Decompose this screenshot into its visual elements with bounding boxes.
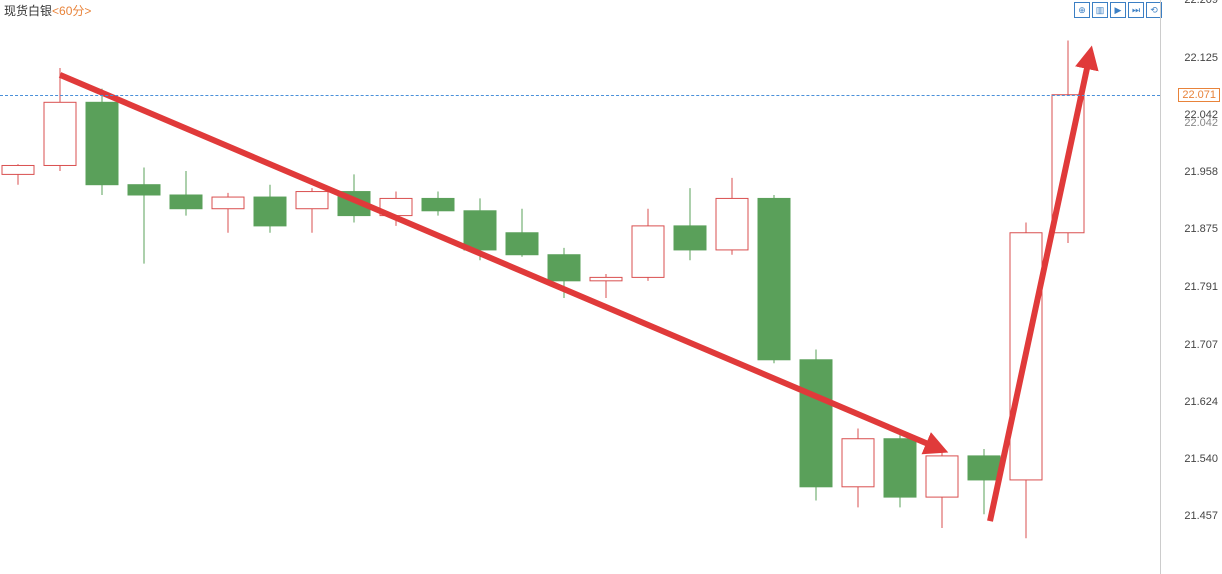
y-tick-label: 21.958 [1184, 166, 1218, 178]
y-tick-label: 21.875 [1184, 223, 1218, 235]
current-price-sub: 22.042 [1184, 117, 1218, 129]
y-tick-label: 21.624 [1184, 396, 1218, 408]
y-tick-label: 21.791 [1184, 281, 1218, 293]
y-tick-label: 22.125 [1184, 52, 1218, 64]
plot-area[interactable] [0, 0, 1161, 574]
y-tick-label: 22.209 [1184, 0, 1218, 6]
y-tick-label: 21.707 [1184, 339, 1218, 351]
current-price-line [0, 95, 1160, 96]
candlestick-svg [0, 0, 1160, 574]
chart-container: 现货白银<60分> ⊕ ▥ ▶ ⏭ ⟲ 22.20922.12522.04221… [0, 0, 1222, 574]
y-tick-label: 21.540 [1184, 453, 1218, 465]
y-tick-label: 21.457 [1184, 510, 1218, 522]
current-price-marker: 22.071 [1178, 88, 1220, 102]
